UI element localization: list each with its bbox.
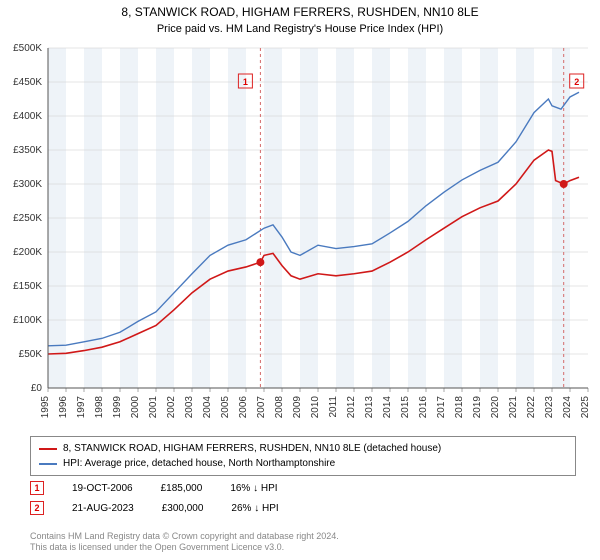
svg-text:1: 1 (243, 77, 248, 87)
svg-text:2024: 2024 (562, 396, 573, 419)
legend: 8, STANWICK ROAD, HIGHAM FERRERS, RUSHDE… (30, 436, 576, 476)
sale-delta: 16% ↓ HPI (230, 483, 277, 494)
sale-row-2: 2 21-AUG-2023 £300,000 26% ↓ HPI (30, 498, 576, 518)
svg-text:2008: 2008 (274, 396, 285, 419)
svg-text:2014: 2014 (382, 396, 393, 419)
svg-text:£150K: £150K (13, 281, 42, 292)
price-chart: £0 £50K £100K £150K £200K £250K £300K £350K £400… (0, 38, 600, 428)
svg-text:1995: 1995 (40, 396, 51, 419)
sale-price: £185,000 (161, 483, 203, 494)
svg-text:2023: 2023 (544, 396, 555, 419)
attribution-footer: Contains HM Land Registry data © Crown c… (30, 531, 576, 554)
legend-item-property: 8, STANWICK ROAD, HIGHAM FERRERS, RUSHDE… (39, 441, 567, 456)
svg-text:2017: 2017 (436, 396, 447, 419)
svg-text:2001: 2001 (148, 396, 159, 419)
legend-item-hpi: HPI: Average price, detached house, Nort… (39, 456, 567, 471)
svg-text:2: 2 (574, 77, 579, 87)
svg-text:2021: 2021 (508, 396, 519, 419)
svg-text:2005: 2005 (220, 396, 231, 419)
chart-subtitle: Price paid vs. HM Land Registry's House … (0, 23, 600, 39)
sale-row-1: 1 19-OCT-2006 £185,000 16% ↓ HPI (30, 478, 576, 498)
svg-text:2003: 2003 (184, 396, 195, 419)
svg-text:2022: 2022 (526, 396, 537, 419)
svg-text:2009: 2009 (292, 396, 303, 419)
svg-text:£100K: £100K (13, 315, 42, 326)
svg-text:£250K: £250K (13, 213, 42, 224)
svg-text:1999: 1999 (112, 396, 123, 419)
legend-label: 8, STANWICK ROAD, HIGHAM FERRERS, RUSHDE… (63, 441, 441, 456)
sale-date: 21-AUG-2023 (72, 503, 134, 514)
svg-text:2004: 2004 (202, 396, 213, 419)
svg-text:2013: 2013 (364, 396, 375, 419)
sale-price: £300,000 (162, 503, 204, 514)
svg-text:2025: 2025 (580, 396, 591, 419)
svg-text:£300K: £300K (13, 179, 42, 190)
svg-text:2012: 2012 (346, 396, 357, 419)
svg-text:2000: 2000 (130, 396, 141, 419)
legend-label: HPI: Average price, detached house, Nort… (63, 456, 335, 471)
svg-text:£400K: £400K (13, 111, 42, 122)
chart-title: 8, STANWICK ROAD, HIGHAM FERRERS, RUSHDE… (0, 0, 600, 23)
svg-text:2016: 2016 (418, 396, 429, 419)
svg-text:2018: 2018 (454, 396, 465, 419)
sale-delta: 26% ↓ HPI (231, 503, 278, 514)
svg-text:£350K: £350K (13, 145, 42, 156)
svg-text:£200K: £200K (13, 247, 42, 258)
svg-text:£0: £0 (31, 383, 43, 394)
marker-1-icon: 1 (30, 481, 44, 495)
svg-text:2007: 2007 (256, 396, 267, 419)
sale-date: 19-OCT-2006 (72, 483, 133, 494)
svg-text:£500K: £500K (13, 43, 42, 54)
sale-records: 1 19-OCT-2006 £185,000 16% ↓ HPI 2 21-AU… (30, 478, 576, 518)
svg-text:2020: 2020 (490, 396, 501, 419)
svg-text:2019: 2019 (472, 396, 483, 419)
marker-2-icon: 2 (30, 501, 44, 515)
svg-text:1997: 1997 (76, 396, 87, 419)
svg-text:2010: 2010 (310, 396, 321, 419)
svg-text:1998: 1998 (94, 396, 105, 419)
svg-text:2011: 2011 (328, 396, 339, 418)
svg-text:£50K: £50K (19, 349, 43, 360)
svg-text:2015: 2015 (400, 396, 411, 419)
svg-text:2002: 2002 (166, 396, 177, 419)
svg-text:1996: 1996 (58, 396, 69, 419)
svg-text:£450K: £450K (13, 77, 42, 88)
svg-text:2006: 2006 (238, 396, 249, 419)
